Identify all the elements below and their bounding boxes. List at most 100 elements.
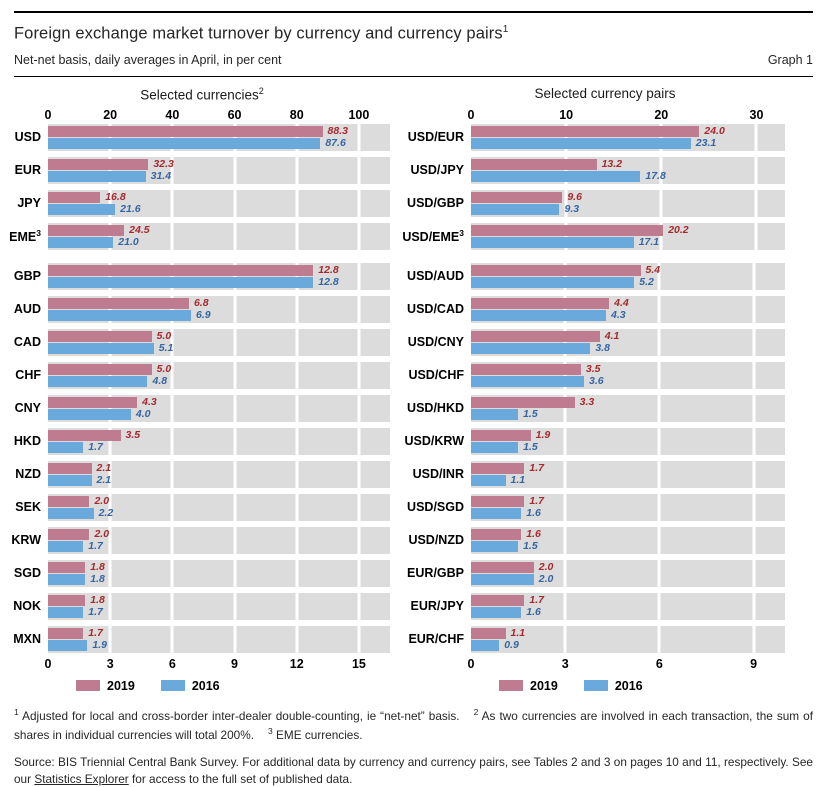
value-label-2019: 1.1 — [510, 626, 526, 639]
gridline — [657, 328, 661, 356]
category-label-text: USD/HKD — [407, 401, 464, 415]
category-label-text: EUR/CHF — [408, 632, 464, 646]
value-label-2016: 1.1 — [510, 473, 526, 486]
category-label: CAD — [14, 335, 41, 349]
category-label: EUR/JPY — [411, 599, 465, 613]
gridline — [108, 394, 112, 422]
bar-2019 — [48, 125, 323, 137]
bar-2019 — [48, 363, 152, 375]
panel-selected-currencies-minor: GBP 12.8 12.8 AUD 6.8 6.9 CAD 5.0 5.1 CHF 5.0 4.8 CN… — [11, 262, 390, 693]
value-label-2019: 3.5 — [125, 428, 141, 441]
value-label-2016: 4.8 — [152, 374, 168, 387]
bar-2019 — [471, 297, 610, 309]
gridline — [563, 328, 567, 356]
gridline — [564, 156, 568, 184]
value-label-2016: 4.3 — [611, 308, 626, 321]
gridline — [657, 592, 661, 620]
gridline — [357, 361, 361, 389]
legend-label-2019: 2019 — [107, 678, 135, 693]
graph-number-label: Graph 1 — [767, 52, 813, 67]
bar-2016 — [48, 474, 92, 486]
axis-tick-label: 20 — [654, 107, 669, 122]
category-label: EME3 — [9, 228, 41, 244]
gridline — [657, 559, 661, 587]
gridline — [170, 427, 174, 455]
gridline — [357, 460, 361, 488]
bar-2019 — [471, 125, 700, 137]
category-label-text: EUR — [14, 163, 41, 177]
chart-row-USD-INR: USD/INR 1.7 1.1 — [413, 460, 785, 488]
chart-row-USD-EUR: USD/EUR 24.0 23.1 — [408, 123, 785, 151]
gridline — [357, 559, 361, 587]
gridline — [657, 493, 661, 521]
bar-2019 — [471, 561, 534, 573]
chart-row-GBP: GBP 12.8 12.8 — [14, 262, 390, 290]
chart-row-EUR-GBP: EUR/GBP 2.0 2.0 — [407, 559, 785, 587]
bar-2016 — [471, 474, 506, 486]
axis-tick-label: 9 — [231, 656, 239, 671]
gridline — [170, 328, 174, 356]
value-label-2016: 31.4 — [150, 169, 172, 182]
statistics-explorer-link[interactable]: Statistics Explorer — [34, 772, 129, 787]
gridline — [563, 394, 567, 422]
value-label-2016: 0.9 — [504, 638, 519, 651]
chart-row-CNY: CNY 4.3 4.0 — [15, 394, 390, 422]
value-label-2016: 1.5 — [523, 539, 538, 552]
footnote-marker: 3 — [268, 726, 273, 737]
category-label-text: USD/JPY — [410, 163, 465, 177]
gridline — [564, 222, 568, 250]
gridline — [657, 526, 661, 554]
gridline — [295, 222, 299, 250]
gridline — [170, 156, 174, 184]
gridline — [752, 394, 756, 422]
gridline — [108, 427, 112, 455]
value-label-2016: 3.6 — [589, 374, 604, 387]
legend-label-2016: 2016 — [614, 678, 643, 693]
gridline — [563, 460, 567, 488]
value-label-2016: 17.1 — [638, 235, 660, 248]
bar-2019 — [48, 462, 92, 474]
panel-title-text: Selected currencies — [140, 87, 259, 102]
gridline — [170, 394, 174, 422]
value-label-2019: 12.8 — [318, 263, 339, 276]
value-label-2016: 6.9 — [196, 308, 211, 321]
value-label-2019: 5.4 — [645, 263, 661, 276]
gridline — [657, 460, 661, 488]
axis-tick-label: 6 — [168, 656, 176, 671]
value-label-2016: 1.9 — [92, 638, 107, 651]
source-note: Source: BIS Triennial Central Bank Surve… — [14, 754, 813, 787]
legend-swatch-2019 — [499, 680, 523, 691]
axis-tick-label: 15 — [351, 656, 366, 671]
bar-2016 — [48, 236, 114, 248]
value-label-2019: 1.8 — [90, 560, 105, 573]
legend: 2019 2016 — [76, 679, 390, 693]
bar-2019 — [471, 158, 597, 170]
gridline — [170, 189, 174, 217]
category-label: EUR — [15, 163, 41, 177]
value-label-2019: 2.1 — [96, 461, 112, 474]
category-label: USD/HKD — [407, 401, 464, 415]
bar-2019 — [48, 528, 90, 540]
gridline — [295, 526, 299, 554]
value-label-2016: 9.3 — [564, 202, 580, 215]
gridline — [233, 295, 237, 323]
value-label-2019: 1.8 — [90, 593, 105, 606]
gridline — [657, 625, 661, 653]
axis-top: 0 10 20 30 — [468, 106, 785, 124]
gridline — [233, 394, 237, 422]
category-label: SEK — [15, 500, 41, 514]
axis-tick-label: 6 — [655, 656, 663, 671]
gridline — [563, 427, 567, 455]
plot-area: GBP 12.8 12.8 AUD 6.8 6.9 CAD 5.0 5.1 CHF 5.0 4.8 CN… — [11, 262, 390, 653]
page: Foreign exchange market turnover by curr… — [0, 11, 827, 787]
gridline — [233, 493, 237, 521]
gridline — [295, 559, 299, 587]
legend-swatch-2016 — [160, 680, 185, 691]
gridline — [752, 625, 756, 653]
chart-row-USD-SGD: USD/SGD 1.7 1.6 — [407, 493, 785, 521]
legend-item-2019: 2019 — [499, 679, 558, 693]
chart-row-JPY: JPY 16.8 21.6 — [17, 189, 390, 217]
value-label-2016: 5.2 — [639, 275, 654, 288]
bar-2016 — [471, 203, 560, 215]
bar-2016 — [471, 639, 500, 651]
